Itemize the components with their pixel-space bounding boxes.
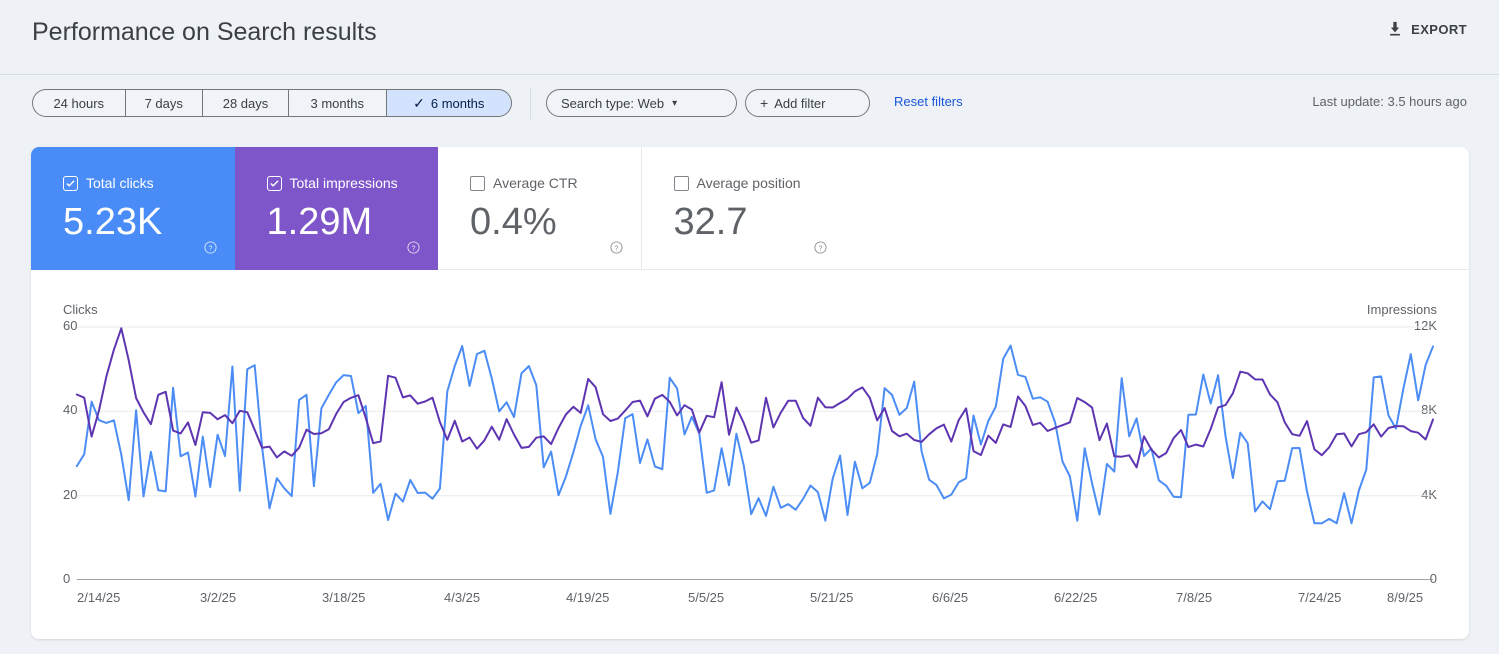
svg-text:?: ? [412, 245, 416, 252]
svg-text:?: ? [614, 245, 618, 252]
svg-text:?: ? [819, 245, 823, 252]
svg-text:?: ? [208, 245, 212, 252]
